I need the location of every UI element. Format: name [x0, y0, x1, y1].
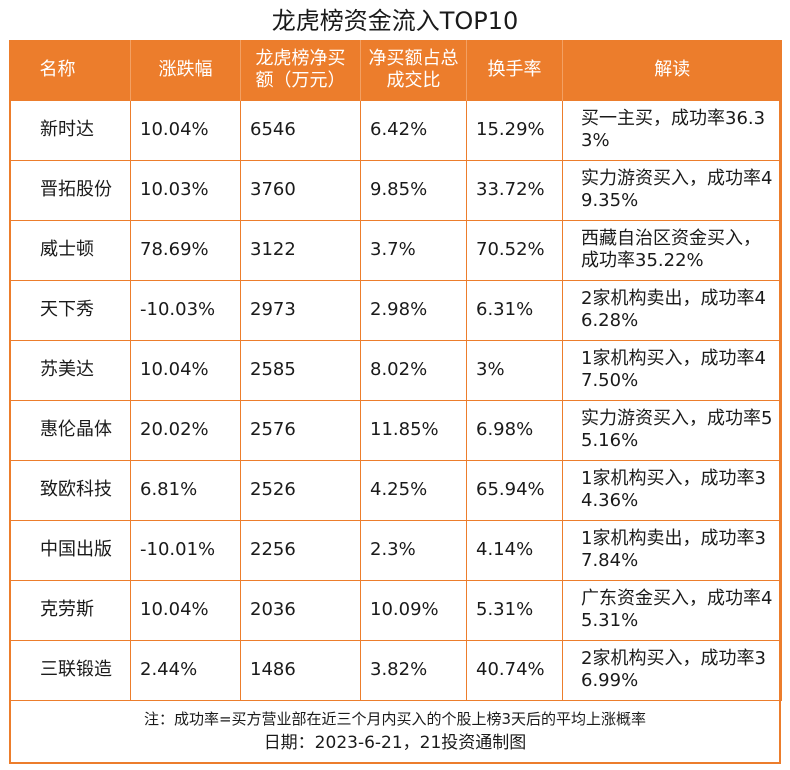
- cell-ratio: 8.02%: [360, 339, 467, 401]
- cell-ratio: 10.09%: [360, 579, 467, 641]
- cell-net-buy: 2526: [240, 459, 361, 521]
- cell-net-buy: 6546: [240, 99, 361, 161]
- cell-comment: 1家机构买入，成功率34.36%: [562, 459, 782, 521]
- cell-turnover: 4.14%: [466, 519, 563, 581]
- cell-turnover: 65.94%: [466, 459, 563, 521]
- footnote: 注：成功率=买方营业部在近三个月内买入的个股上榜3天后的平均上涨概率: [143, 710, 647, 728]
- cell-comment: 西藏自治区资金买入，成功率35.22%: [562, 219, 782, 281]
- cell-ratio: 6.42%: [360, 99, 467, 161]
- cell-net-buy: 1486: [240, 639, 361, 701]
- cell-ratio: 9.85%: [360, 159, 467, 221]
- cell-ratio: 11.85%: [360, 399, 467, 461]
- cell-name: 三联锻造: [9, 639, 131, 701]
- cell-name: 致欧科技: [9, 459, 131, 521]
- cell-change: 10.04%: [130, 339, 241, 401]
- header-name: 名称: [9, 40, 131, 100]
- cell-name: 中国出版: [9, 519, 131, 581]
- cell-change: 6.81%: [130, 459, 241, 521]
- header-net-buy: 龙虎榜净买额（万元）: [240, 40, 361, 100]
- header-ratio: 净买额占总成交比: [360, 40, 467, 100]
- cell-change: 10.04%: [130, 99, 241, 161]
- cell-change: 78.69%: [130, 219, 241, 281]
- cell-net-buy: 3760: [240, 159, 361, 221]
- cell-name: 克劳斯: [9, 579, 131, 641]
- cell-change: 20.02%: [130, 399, 241, 461]
- cell-turnover: 70.52%: [466, 219, 563, 281]
- cell-comment: 2家机构卖出，成功率46.28%: [562, 279, 782, 341]
- cell-comment: 实力游资买入，成功率55.16%: [562, 399, 782, 461]
- cell-name: 新时达: [9, 99, 131, 161]
- cell-comment: 实力游资买入，成功率49.35%: [562, 159, 782, 221]
- cell-turnover: 40.74%: [466, 639, 563, 701]
- header-comment: 解读: [562, 40, 782, 100]
- table-row: 克劳斯 10.04% 2036 10.09% 5.31% 广东资金买入，成功率45.31%: [9, 579, 782, 641]
- cell-comment: 买一主买，成功率36.33%: [562, 99, 782, 161]
- table-row: 天下秀 -10.03% 2973 2.98% 6.31% 2家机构卖出，成功率46.28%: [9, 279, 782, 341]
- cell-change: -10.01%: [130, 519, 241, 581]
- cell-name: 晋拓股份: [9, 159, 131, 221]
- cell-turnover: 15.29%: [466, 99, 563, 161]
- cell-turnover: 3%: [466, 339, 563, 401]
- cell-change: 10.04%: [130, 579, 241, 641]
- cell-ratio: 2.3%: [360, 519, 467, 581]
- table-row: 致欧科技 6.81% 2526 4.25% 65.94% 1家机构买入，成功率34.36%: [9, 459, 782, 521]
- cell-change: 2.44%: [130, 639, 241, 701]
- cell-net-buy: 2585: [240, 339, 361, 401]
- table-row: 中国出版 -10.01% 2256 2.3% 4.14% 1家机构卖出，成功率37.84%: [9, 519, 782, 581]
- cell-turnover: 6.31%: [466, 279, 563, 341]
- cell-name: 惠伦晶体: [9, 399, 131, 461]
- cell-ratio: 3.7%: [360, 219, 467, 281]
- table-row: 三联锻造 2.44% 1486 3.82% 40.74% 2家机构买入，成功率36.99%: [9, 639, 782, 701]
- cell-change: 10.03%: [130, 159, 241, 221]
- cell-comment: 1家机构买入，成功率47.50%: [562, 339, 782, 401]
- cell-comment: 1家机构卖出，成功率37.84%: [562, 519, 782, 581]
- cell-net-buy: 2576: [240, 399, 361, 461]
- cell-ratio: 3.82%: [360, 639, 467, 701]
- cell-net-buy: 2036: [240, 579, 361, 641]
- date-credit: 日期：2023-6-21，21投资通制图: [263, 733, 527, 753]
- table-row: 惠伦晶体 20.02% 2576 11.85% 6.98% 实力游资买入，成功率55.16…: [9, 399, 782, 461]
- page-title: 龙虎榜资金流入TOP10: [271, 7, 519, 35]
- header-turnover: 换手率: [466, 40, 563, 100]
- cell-ratio: 4.25%: [360, 459, 467, 521]
- cell-turnover: 6.98%: [466, 399, 563, 461]
- footer: 注：成功率=买方营业部在近三个月内买入的个股上榜3天后的平均上涨概率 日期：20…: [9, 700, 781, 754]
- cell-name: 苏美达: [9, 339, 131, 401]
- table-row: 苏美达 10.04% 2585 8.02% 3% 1家机构买入，成功率47.50%: [9, 339, 782, 401]
- cell-name: 天下秀: [9, 279, 131, 341]
- cell-comment: 广东资金买入，成功率45.31%: [562, 579, 782, 641]
- cell-name: 威士顿: [9, 219, 131, 281]
- top10-table: 名称 涨跌幅 龙虎榜净买额（万元） 净买额占总成交比 换手率 解读 新时达 10.…: [9, 40, 782, 701]
- cell-net-buy: 3122: [240, 219, 361, 281]
- table-row: 威士顿 78.69% 3122 3.7% 70.52% 西藏自治区资金买入，成功率35.2…: [9, 219, 782, 281]
- header-change: 涨跌幅: [130, 40, 241, 100]
- cell-comment: 2家机构买入，成功率36.99%: [562, 639, 782, 701]
- cell-change: -10.03%: [130, 279, 241, 341]
- cell-ratio: 2.98%: [360, 279, 467, 341]
- cell-turnover: 33.72%: [466, 159, 563, 221]
- cell-turnover: 5.31%: [466, 579, 563, 641]
- cell-net-buy: 2256: [240, 519, 361, 581]
- table-header-row: 名称 涨跌幅 龙虎榜净买额（万元） 净买额占总成交比 换手率 解读: [9, 40, 782, 100]
- table-row: 新时达 10.04% 6546 6.42% 15.29% 买一主买，成功率36.33%: [9, 99, 782, 161]
- table-row: 晋拓股份 10.03% 3760 9.85% 33.72% 实力游资买入，成功率49.35…: [9, 159, 782, 221]
- cell-net-buy: 2973: [240, 279, 361, 341]
